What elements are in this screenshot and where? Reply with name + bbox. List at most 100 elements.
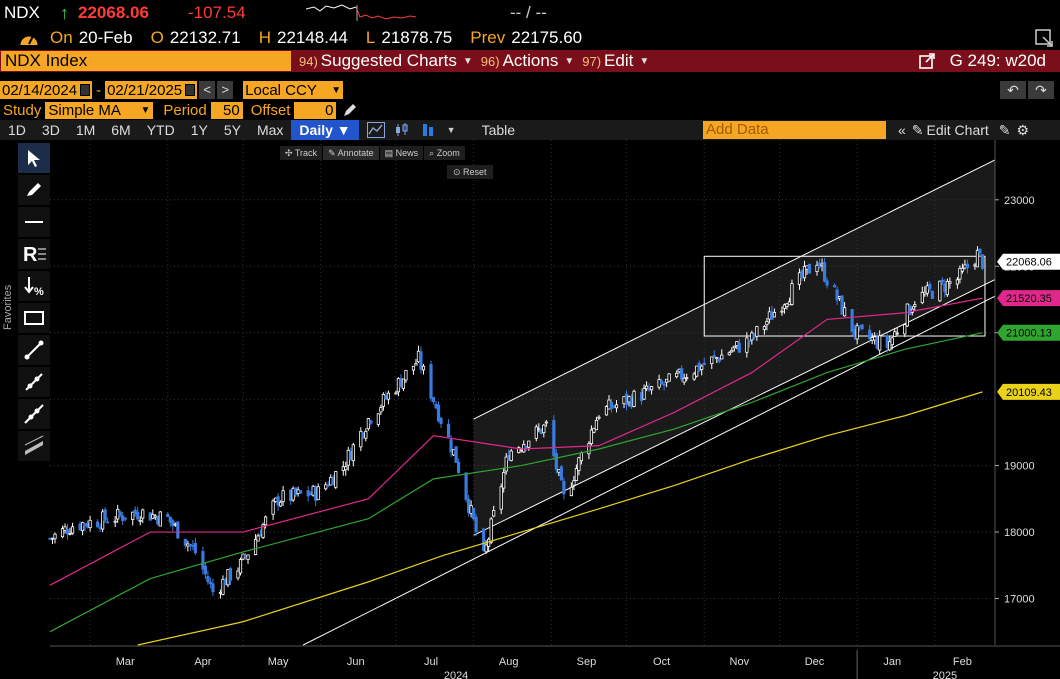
open-label: O — [150, 28, 164, 47]
range-3d[interactable]: 3D — [41, 122, 60, 138]
range-5y[interactable]: 5Y — [223, 122, 241, 138]
candle-body — [609, 401, 614, 409]
candle-body — [780, 310, 784, 313]
candle-body — [589, 429, 594, 444]
candle-body — [702, 362, 706, 366]
channel-tool[interactable] — [18, 431, 50, 461]
candlestick-icon[interactable] — [393, 122, 411, 138]
range-1m[interactable]: 1M — [75, 122, 96, 138]
candle-body — [359, 430, 363, 448]
candle-body — [218, 591, 223, 594]
candle-body — [524, 446, 528, 448]
candle-body — [940, 279, 944, 283]
menu-label: Actions — [502, 51, 559, 70]
study-select[interactable]: Simple MA ▼ — [45, 101, 154, 119]
pencil-icon[interactable]: ✎ — [911, 121, 924, 138]
candle-body — [386, 392, 390, 400]
security-input[interactable]: NDX Index — [1, 51, 291, 71]
candle-body — [173, 523, 177, 526]
period-input[interactable]: 50 — [210, 101, 243, 119]
candle-body — [206, 576, 210, 582]
redo-icon[interactable]: ↷ — [1028, 81, 1054, 99]
chart-type-caret-icon[interactable]: ▼ — [446, 125, 456, 135]
bar-chart-icon[interactable] — [419, 122, 437, 138]
range-ytd[interactable]: YTD — [146, 122, 175, 138]
actions-menu[interactable]: 96) Actions ▼ — [481, 51, 574, 71]
candlesticks — [48, 246, 985, 599]
candle-body — [895, 332, 899, 335]
candle-body — [401, 378, 406, 389]
candle-body — [923, 291, 927, 295]
extended-line-icon — [24, 404, 44, 424]
candle-body — [96, 521, 100, 528]
pen-tool[interactable] — [18, 175, 50, 205]
offset-input[interactable]: 0 — [294, 101, 337, 119]
range-1y[interactable]: 1Y — [190, 122, 208, 138]
candle-body — [451, 449, 456, 456]
end-date-field[interactable]: 02/21/2025 — [105, 81, 198, 99]
edit-menu[interactable]: 97) Edit ▼ — [582, 51, 649, 71]
table-button[interactable]: Table — [481, 122, 516, 138]
add-data-input[interactable]: Add Data — [703, 121, 886, 139]
prev-period-button[interactable]: < — [199, 81, 216, 99]
zoom-button[interactable]: ⌕ Zoom — [424, 146, 465, 160]
candle-body — [101, 511, 105, 530]
candle-body — [489, 518, 493, 543]
undo-icon[interactable]: ↶ — [1000, 81, 1026, 99]
candle-body — [715, 357, 719, 359]
on-label: On — [50, 28, 73, 47]
candle-body — [324, 484, 328, 490]
calendar-icon[interactable] — [185, 84, 196, 96]
rectangle-tool[interactable] — [18, 303, 50, 333]
candle-body — [667, 373, 671, 382]
candle-body — [973, 264, 977, 267]
pencil-icon[interactable] — [342, 102, 358, 118]
calendar-icon[interactable] — [80, 84, 91, 96]
suggested-charts-menu[interactable]: 94) Suggested Charts ▼ — [299, 51, 473, 71]
candle-body — [790, 283, 794, 305]
text-r-icon: R — [23, 244, 46, 265]
trendline-tool[interactable] — [18, 335, 50, 365]
reset-button[interactable]: ⊙ Reset — [447, 165, 493, 179]
range-dash: - — [96, 81, 102, 99]
moving-average-line — [137, 391, 983, 646]
candle-body — [657, 379, 661, 388]
range-6m[interactable]: 6M — [111, 122, 131, 138]
candle-body — [103, 509, 107, 521]
next-period-button[interactable]: > — [217, 81, 234, 99]
ray-tool[interactable] — [18, 367, 50, 397]
popout-icon[interactable] — [918, 52, 936, 70]
candle-body — [263, 516, 268, 526]
favorites-tab[interactable]: Favorites — [2, 285, 14, 330]
x-month-label: Mar — [116, 656, 135, 668]
track-button[interactable]: ✣ Track — [280, 146, 323, 160]
news-button[interactable]: ▤ News — [379, 146, 424, 160]
start-date-field[interactable]: 02/14/2024 — [0, 81, 93, 99]
cursor-tool[interactable] — [18, 143, 50, 173]
currency-select[interactable]: Local CCY ▼ — [243, 81, 344, 99]
price-chart[interactable]: 170001800019000210002200023000 MarAprMay… — [0, 140, 1060, 679]
chart-settings-icon[interactable]: ✎ — [998, 121, 1011, 138]
collapse-icon[interactable]: « — [898, 122, 906, 138]
candle-body — [121, 515, 125, 522]
text-tool[interactable]: R — [18, 239, 50, 269]
line-chart-icon[interactable] — [366, 122, 385, 138]
candle-body — [467, 498, 471, 513]
extended-line-tool[interactable] — [18, 399, 50, 429]
range-1d[interactable]: 1D — [8, 122, 26, 138]
range-max[interactable]: Max — [256, 122, 284, 138]
caret-down-icon: ▼ — [331, 84, 342, 96]
candle-body — [577, 457, 581, 471]
percent-tool[interactable]: % — [18, 271, 50, 301]
frequency-select[interactable]: Daily ▼ — [291, 120, 359, 140]
candle-body — [289, 489, 293, 502]
hline-tool[interactable] — [18, 207, 50, 237]
moving-average-line — [49, 332, 983, 633]
chart-template[interactable]: G 249: w20d — [949, 51, 1046, 70]
candle-body — [797, 272, 802, 285]
export-icon[interactable] — [1034, 28, 1054, 48]
gear-icon[interactable]: ⚙ — [1016, 121, 1030, 138]
edit-chart-button[interactable]: Edit Chart — [926, 122, 989, 138]
annotate-button[interactable]: ✎ Annotate — [323, 146, 379, 160]
candle-body — [136, 511, 140, 520]
